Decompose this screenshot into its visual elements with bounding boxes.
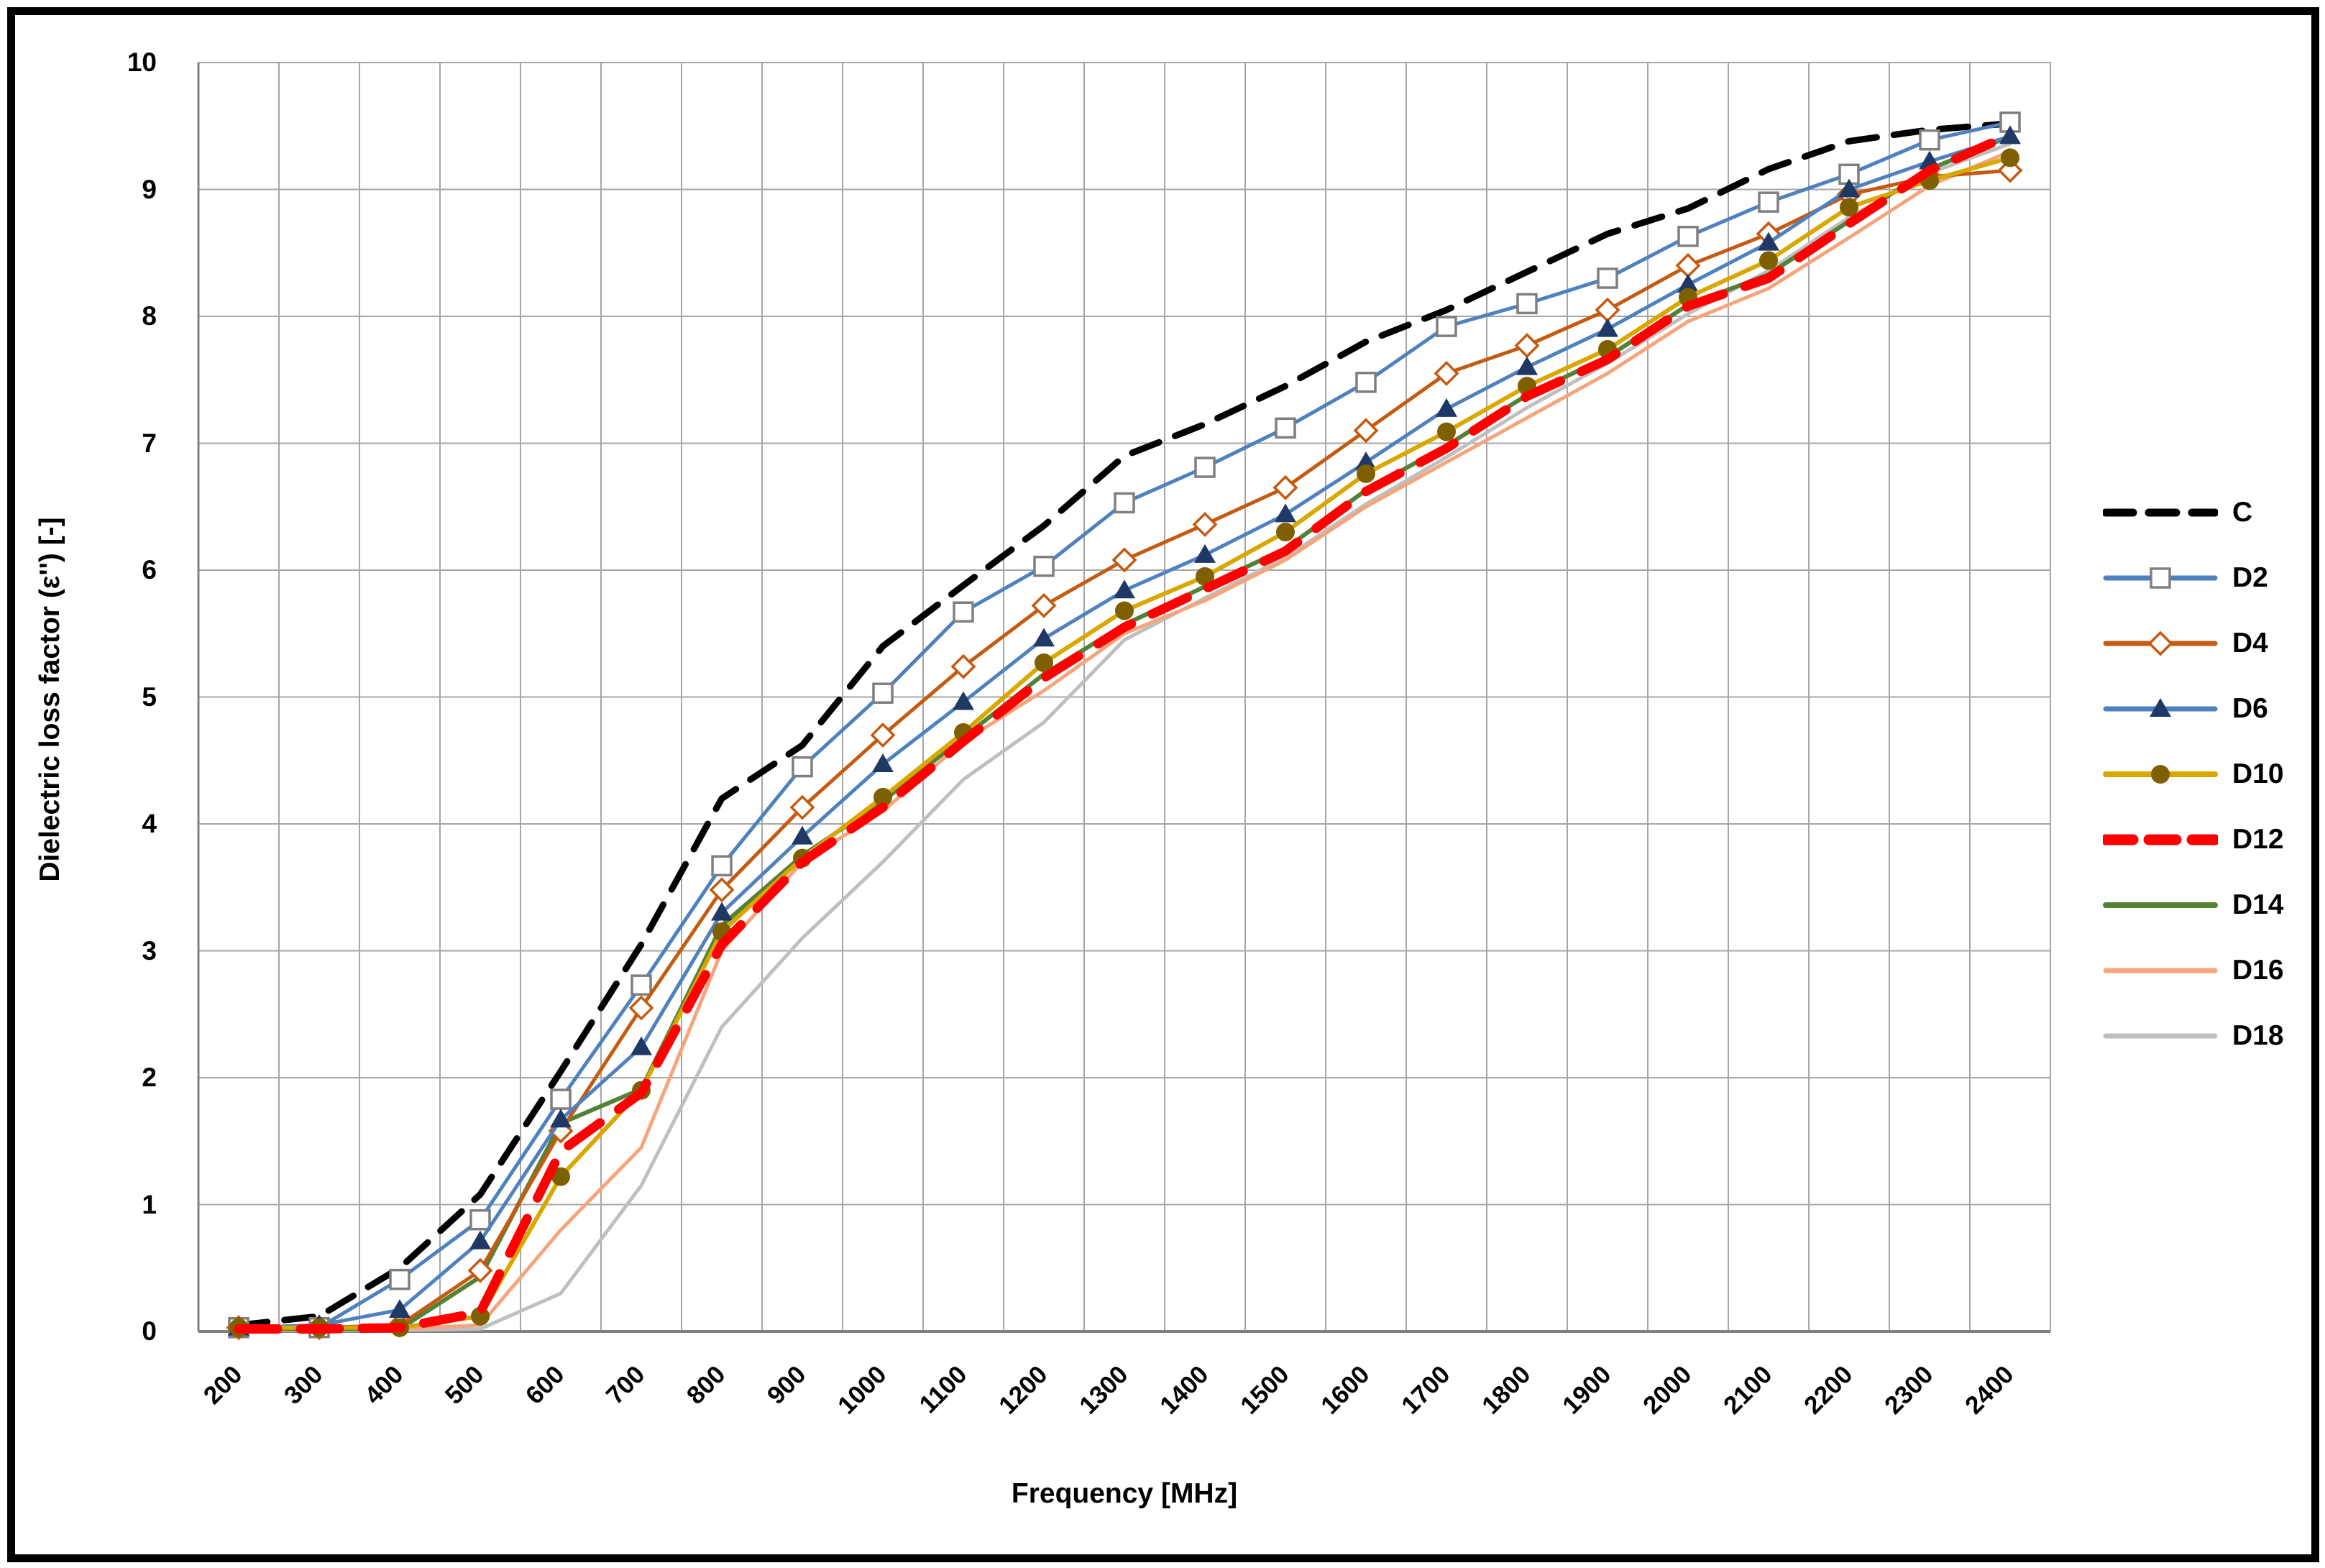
legend-label-d18: D18 xyxy=(2232,1020,2284,1051)
y-tick-label-6: 6 xyxy=(142,555,157,584)
legend-item-d18: D18 xyxy=(2103,1018,2284,1054)
legend-line-sample-d12 xyxy=(2103,834,2218,845)
legend-line-sample-d4 xyxy=(2103,631,2218,656)
series-d12 xyxy=(234,130,2015,1334)
x-axis-title: Frequency [MHz] xyxy=(1011,1478,1238,1509)
legend-line-sample-d18 xyxy=(2103,1033,2218,1039)
y-tick-label-5: 5 xyxy=(142,682,157,712)
legend-item-d4: D4 xyxy=(2103,625,2284,661)
legend-line-sample-d16 xyxy=(2103,968,2218,973)
y-tick-label-10: 10 xyxy=(127,47,157,77)
legend: C D2 D4 D6 D10 D12 D14 D16 D18 xyxy=(2103,495,2284,1083)
legend-line-sample-c xyxy=(2103,508,2218,517)
legend-item-d16: D16 xyxy=(2103,953,2284,989)
series-d4 xyxy=(226,157,2023,1341)
series-d14 xyxy=(237,134,2012,1331)
legend-line-sample-d10 xyxy=(2103,765,2218,784)
y-tick-label-9: 9 xyxy=(142,174,157,204)
y-axis-title: Dielectric loss factor (ε'') [-] xyxy=(35,517,65,882)
y-tick-label-2: 2 xyxy=(142,1063,157,1092)
y-tick-label-7: 7 xyxy=(142,428,157,458)
series-c xyxy=(235,120,2014,1329)
series-d6 xyxy=(228,125,2021,1336)
legend-label-d14: D14 xyxy=(2232,889,2284,920)
legend-label-d4: D4 xyxy=(2232,628,2268,659)
legend-label-c: C xyxy=(2232,497,2253,528)
y-tick-label-8: 8 xyxy=(142,301,157,331)
legend-line-sample-d6 xyxy=(2103,698,2218,717)
y-tick-label-4: 4 xyxy=(142,809,157,838)
legend-item-d2: D2 xyxy=(2103,560,2284,596)
series-d16 xyxy=(237,150,2012,1332)
legend-item-d14: D14 xyxy=(2103,887,2284,923)
y-tick-label-0: 0 xyxy=(142,1316,157,1346)
legend-label-d2: D2 xyxy=(2232,562,2268,593)
legend-line-sample-d14 xyxy=(2103,902,2218,908)
y-tick-label-3: 3 xyxy=(142,935,157,966)
legend-label-d6: D6 xyxy=(2232,693,2268,724)
legend-item-d10: D10 xyxy=(2103,756,2284,792)
series-d10 xyxy=(229,148,2019,1337)
legend-item-d6: D6 xyxy=(2103,691,2284,727)
legend-label-d12: D12 xyxy=(2232,824,2284,855)
legend-item-c: C xyxy=(2103,495,2284,531)
legend-item-d12: D12 xyxy=(2103,822,2284,858)
series-d2 xyxy=(228,111,2021,1339)
legend-label-d16: D16 xyxy=(2232,955,2284,986)
legend-label-d10: D10 xyxy=(2232,758,2284,789)
legend-line-sample-d2 xyxy=(2103,567,2218,589)
y-tick-label-1: 1 xyxy=(142,1189,157,1219)
